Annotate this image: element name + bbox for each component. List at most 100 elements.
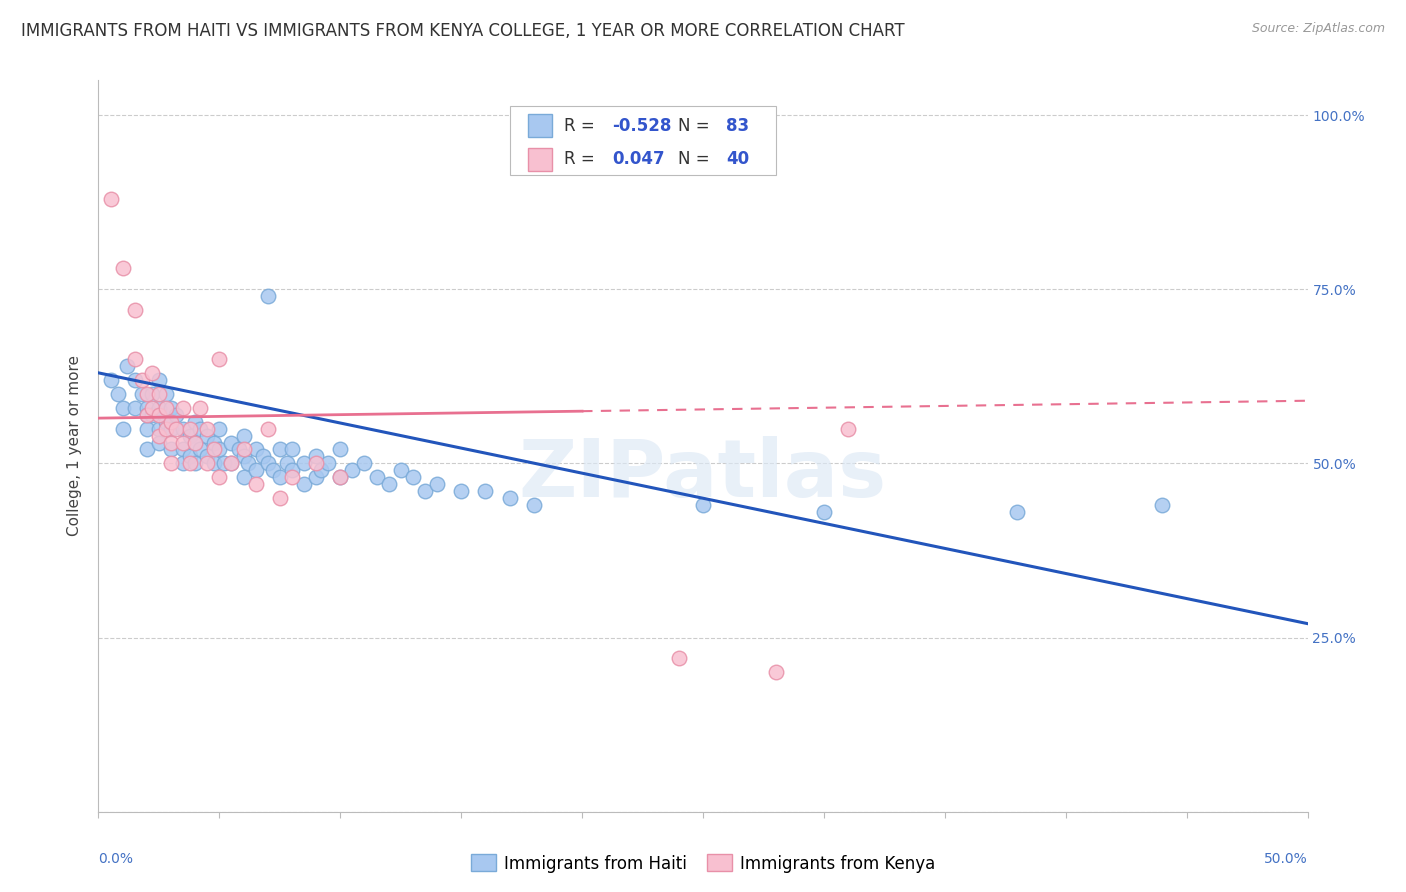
Point — [450, 484, 472, 499]
Point — [172, 442, 194, 457]
Point — [377, 477, 399, 491]
Point — [245, 477, 267, 491]
Point — [221, 435, 243, 450]
Point — [188, 401, 211, 415]
Point — [188, 421, 211, 435]
Point — [135, 408, 157, 422]
Text: 0.047: 0.047 — [613, 150, 665, 169]
Point — [148, 421, 170, 435]
Point — [292, 477, 315, 491]
Point — [148, 428, 170, 442]
Point — [195, 457, 218, 471]
Point — [111, 421, 134, 435]
Point — [135, 442, 157, 457]
Point — [426, 477, 449, 491]
Point — [402, 470, 425, 484]
Point — [232, 442, 254, 457]
Point — [135, 421, 157, 435]
Point — [232, 428, 254, 442]
Point — [813, 505, 835, 519]
Text: 83: 83 — [725, 117, 749, 135]
Point — [160, 457, 183, 471]
Point — [172, 401, 194, 415]
Point — [765, 665, 787, 680]
Point — [135, 401, 157, 415]
Point — [111, 401, 134, 415]
Point — [124, 303, 146, 318]
Point — [141, 408, 163, 422]
Point — [155, 415, 177, 429]
Point — [208, 421, 231, 435]
FancyBboxPatch shape — [509, 106, 776, 176]
Text: N =: N = — [678, 117, 714, 135]
Point — [208, 351, 231, 366]
Point — [165, 408, 187, 422]
Point — [172, 421, 194, 435]
Point — [111, 261, 134, 276]
Point — [184, 435, 207, 450]
Point — [148, 386, 170, 401]
Point — [221, 457, 243, 471]
Point — [141, 401, 163, 415]
Text: R =: R = — [564, 150, 600, 169]
Point — [212, 457, 235, 471]
Point — [179, 450, 201, 464]
Point — [342, 463, 364, 477]
Y-axis label: College, 1 year or more: College, 1 year or more — [67, 356, 83, 536]
Point — [165, 421, 187, 435]
Point — [141, 366, 163, 380]
Point — [131, 373, 153, 387]
Point — [256, 457, 278, 471]
Text: 50.0%: 50.0% — [1264, 852, 1308, 866]
Point — [316, 457, 339, 471]
Point — [184, 435, 207, 450]
Point — [269, 470, 291, 484]
Point — [100, 373, 122, 387]
Point — [474, 484, 496, 499]
Point — [155, 386, 177, 401]
Legend: Immigrants from Haiti, Immigrants from Kenya: Immigrants from Haiti, Immigrants from K… — [464, 847, 942, 880]
Point — [256, 289, 278, 303]
Point — [413, 484, 436, 499]
Point — [160, 435, 183, 450]
Point — [100, 192, 122, 206]
Point — [204, 442, 226, 457]
Point — [498, 491, 520, 506]
Point — [1007, 505, 1029, 519]
Point — [228, 442, 250, 457]
Point — [281, 470, 304, 484]
Point — [141, 386, 163, 401]
FancyBboxPatch shape — [527, 114, 551, 137]
Point — [292, 457, 315, 471]
Point — [179, 457, 201, 471]
Point — [329, 470, 352, 484]
Point — [172, 457, 194, 471]
Point — [124, 373, 146, 387]
Point — [160, 421, 183, 435]
Point — [204, 457, 226, 471]
Point — [155, 421, 177, 435]
Point — [269, 442, 291, 457]
Point — [309, 463, 332, 477]
Point — [195, 428, 218, 442]
Point — [179, 428, 201, 442]
Point — [184, 457, 207, 471]
Point — [204, 435, 226, 450]
Point — [195, 450, 218, 464]
Point — [135, 386, 157, 401]
Point — [148, 373, 170, 387]
Text: R =: R = — [564, 117, 600, 135]
Point — [148, 401, 170, 415]
Text: IMMIGRANTS FROM HAITI VS IMMIGRANTS FROM KENYA COLLEGE, 1 YEAR OR MORE CORRELATI: IMMIGRANTS FROM HAITI VS IMMIGRANTS FROM… — [21, 22, 904, 40]
Point — [221, 457, 243, 471]
Point — [107, 386, 129, 401]
Point — [366, 470, 388, 484]
Point — [160, 442, 183, 457]
Point — [329, 470, 352, 484]
Point — [245, 442, 267, 457]
Text: ZIPatlas: ZIPatlas — [519, 436, 887, 515]
Point — [262, 463, 284, 477]
Point — [208, 442, 231, 457]
Point — [135, 408, 157, 422]
Point — [195, 421, 218, 435]
